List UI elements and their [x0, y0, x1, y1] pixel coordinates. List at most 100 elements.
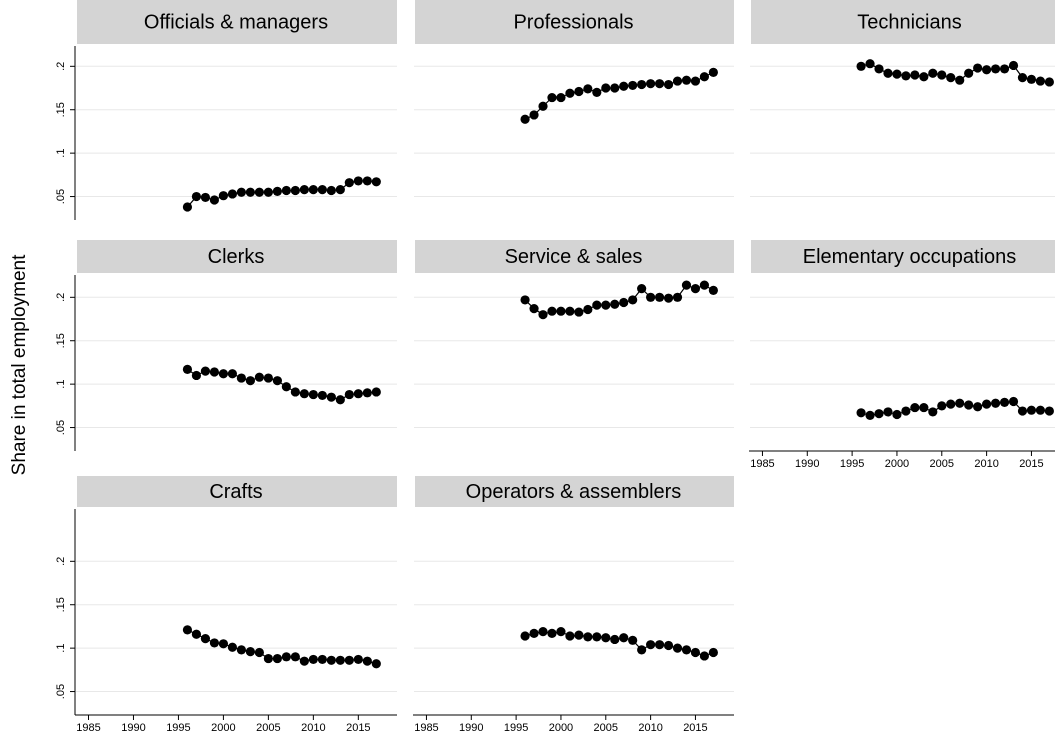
data-point: [883, 68, 893, 78]
data-point: [200, 366, 211, 376]
data-point: [335, 395, 345, 405]
data-point: [218, 639, 229, 649]
data-point: [538, 310, 548, 320]
panel-title: Elementary occupations: [803, 246, 1016, 268]
data-point: [610, 299, 620, 309]
data-point: [245, 376, 255, 386]
data-point: [865, 59, 875, 69]
x-tick-label: 2005: [930, 458, 954, 470]
data-point: [937, 401, 947, 411]
data-point: [245, 647, 255, 657]
data-point: [892, 69, 902, 79]
data-point: [708, 67, 718, 77]
data-point: [317, 654, 327, 665]
panel-header: [751, 240, 1055, 273]
data-point: [654, 640, 665, 650]
data-point: [362, 388, 372, 398]
data-point: [353, 176, 363, 186]
y-tick-label: .05: [55, 420, 67, 435]
data-point: [520, 114, 530, 124]
data-point: [191, 191, 202, 202]
data-point: [335, 185, 345, 195]
panel-title: Technicians: [857, 11, 962, 33]
panel-title: Service & sales: [505, 246, 643, 268]
x-tick-label: 1990: [121, 722, 145, 734]
data-point: [547, 306, 557, 316]
data-point: [1008, 60, 1019, 71]
data-point: [182, 364, 193, 374]
data-point: [628, 295, 638, 305]
x-tick-label: 2010: [638, 722, 662, 734]
data-point: [254, 372, 264, 382]
data-point: [1017, 406, 1028, 416]
data-point: [209, 195, 220, 205]
data-point: [592, 632, 602, 642]
data-point: [646, 292, 656, 302]
x-tick-label: 2010: [301, 722, 325, 734]
data-point: [601, 83, 611, 93]
data-point: [919, 402, 929, 413]
data-point: [883, 407, 893, 417]
data-point: [592, 300, 602, 310]
data-point: [619, 297, 629, 308]
data-point: [619, 81, 629, 91]
panel-header: [77, 0, 397, 44]
data-point: [964, 400, 974, 410]
x-tick-label: 2010: [974, 458, 998, 470]
data-point: [263, 187, 273, 197]
data-point: [308, 185, 318, 195]
data-point: [281, 185, 291, 196]
x-tick-label: 2005: [594, 722, 618, 734]
data-point: [574, 630, 584, 640]
data-point: [601, 633, 611, 643]
data-point: [1035, 76, 1046, 86]
data-point: [565, 88, 575, 98]
data-point: [619, 633, 629, 643]
data-point: [672, 292, 683, 302]
panel-title: Operators & assemblers: [466, 481, 682, 503]
data-point: [290, 387, 300, 397]
x-tick-label: 2015: [1019, 458, 1043, 470]
x-tick-label: 2000: [885, 458, 909, 470]
data-point: [1008, 396, 1019, 407]
data-point: [583, 632, 593, 642]
y-tick-label: .05: [55, 684, 67, 699]
data-point: [556, 306, 566, 316]
data-point: [547, 92, 557, 103]
data-point: [344, 655, 354, 665]
data-point: [672, 643, 683, 653]
data-point: [690, 284, 701, 294]
y-tick-label: .05: [55, 189, 67, 204]
x-tick-label: 1985: [414, 722, 438, 734]
data-point: [209, 367, 220, 377]
data-point: [910, 70, 920, 80]
panel-title: Crafts: [209, 481, 262, 503]
data-point: [236, 373, 246, 383]
data-point: [344, 389, 354, 400]
x-tick-label: 1995: [840, 458, 864, 470]
data-point: [1044, 77, 1054, 87]
data-point: [574, 307, 584, 317]
data-point: [272, 653, 282, 664]
data-point: [254, 187, 264, 197]
y-tick-label: .1: [55, 644, 67, 653]
data-point: [227, 369, 238, 379]
data-point: [182, 202, 193, 212]
x-tick-label: 1985: [76, 722, 100, 734]
data-point: [538, 101, 548, 111]
data-point: [218, 191, 229, 201]
x-tick-label: 1990: [795, 458, 819, 470]
data-point: [371, 659, 381, 669]
data-point: [690, 647, 701, 658]
data-point: [299, 185, 309, 195]
data-point: [610, 634, 620, 645]
data-point: [272, 376, 282, 386]
data-point: [308, 389, 318, 400]
data-point: [263, 653, 273, 664]
data-point: [565, 306, 575, 316]
data-point: [245, 187, 255, 197]
data-point: [218, 369, 229, 379]
data-point: [182, 625, 193, 635]
data-point: [699, 72, 710, 82]
